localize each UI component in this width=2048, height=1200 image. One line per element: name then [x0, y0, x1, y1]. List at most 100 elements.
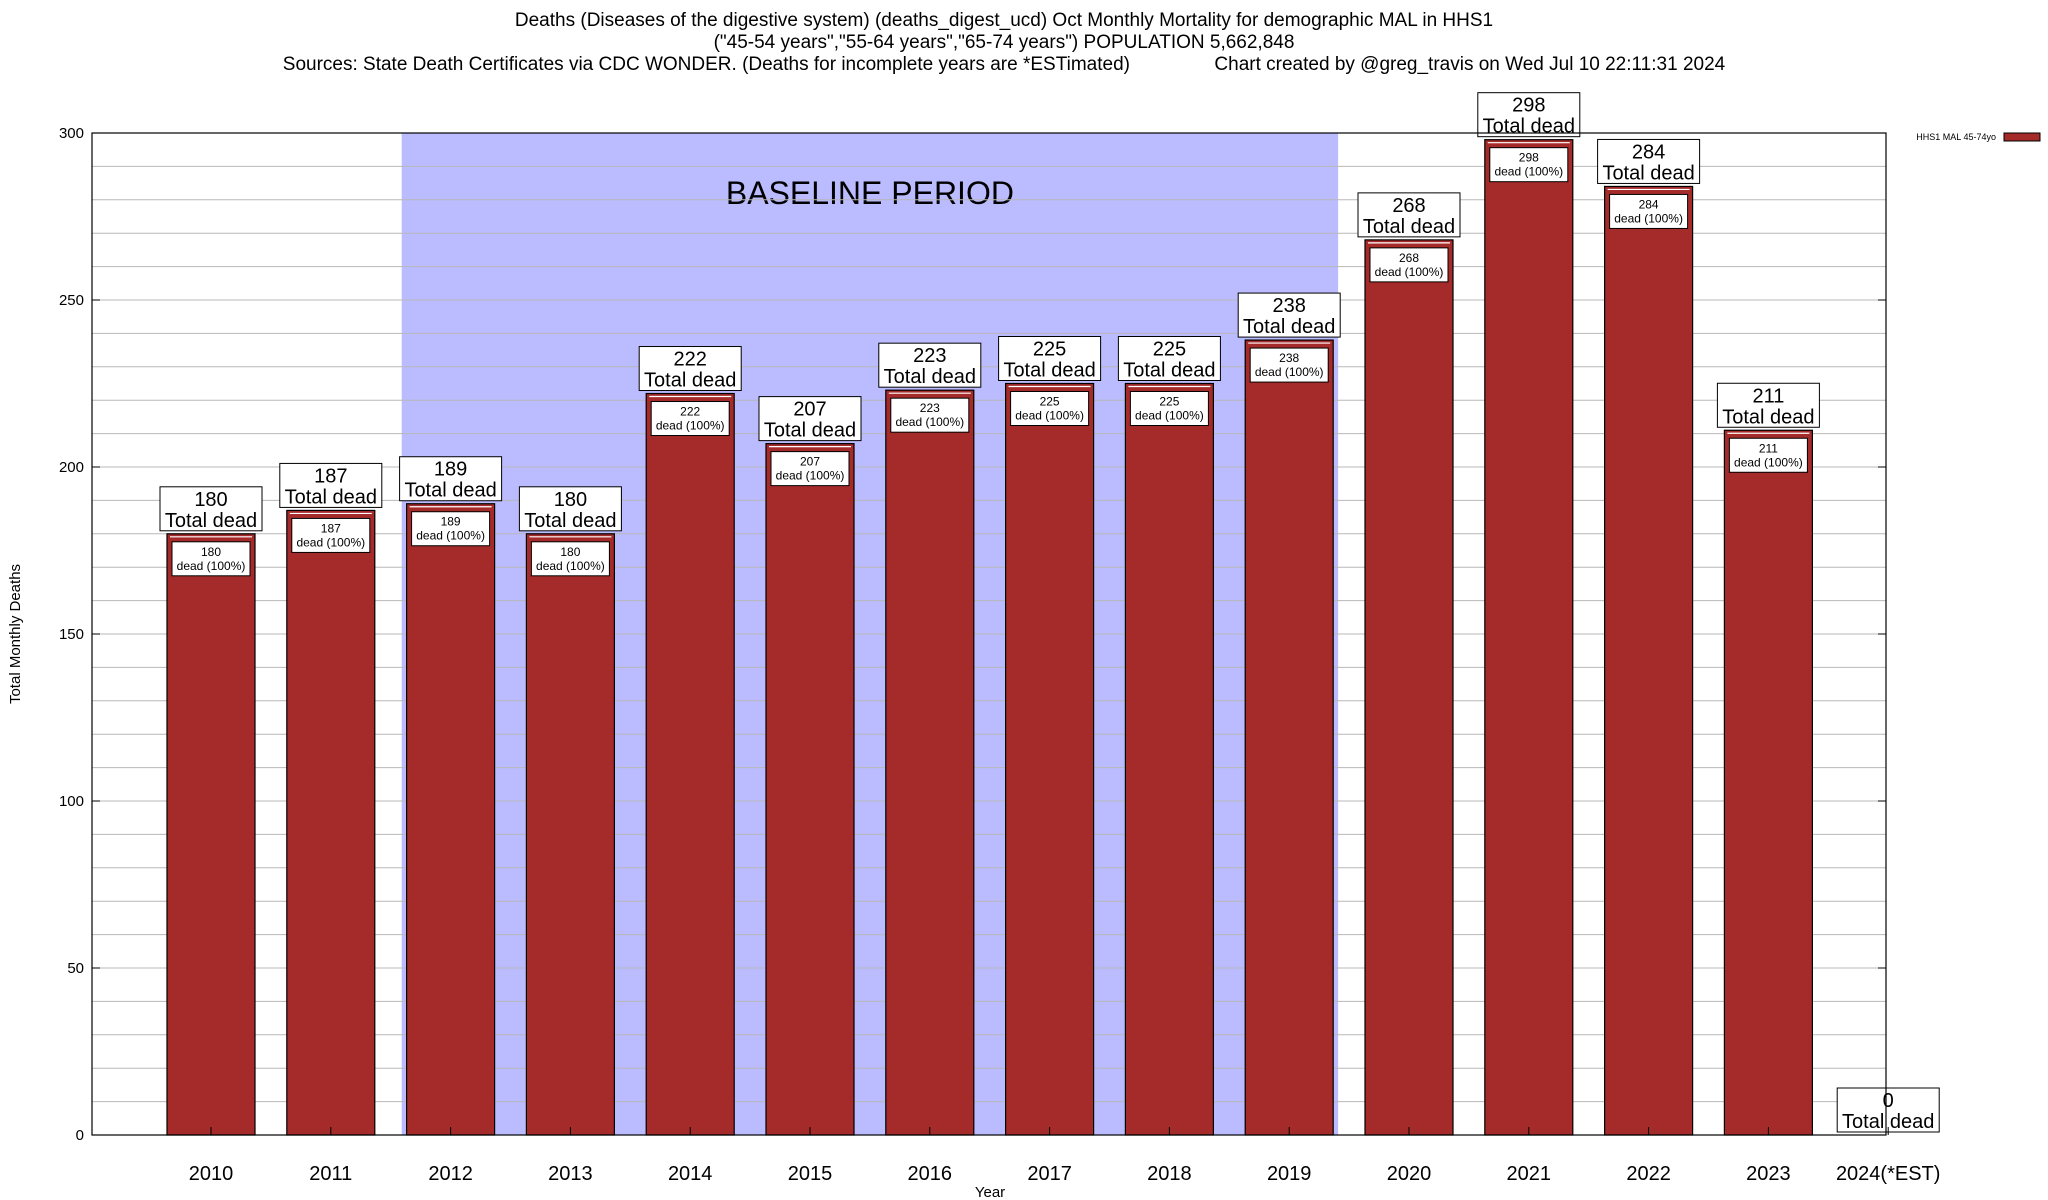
y-tick-label: 50 [67, 960, 84, 977]
total-label-text: Total dead [404, 480, 496, 502]
x-tick-label: 2023 [1746, 1163, 1791, 1185]
total-label-text: Total dead [524, 510, 616, 532]
gridlines [92, 165, 1886, 1103]
bar-2011 [286, 509, 376, 1136]
total-label-value: 207 [793, 399, 826, 421]
inner-label-text: dead (100%) [1135, 409, 1204, 423]
total-label-box [399, 456, 503, 502]
inner-label-text: dead (100%) [1614, 211, 1683, 225]
total-label-value: 238 [1273, 295, 1306, 317]
inner-label-box [1249, 347, 1329, 383]
y-tick-label: 100 [59, 793, 84, 810]
inner-label-value: 207 [800, 455, 820, 469]
total-label-text: Total dead [1842, 1111, 1934, 1133]
total-label-text: Total dead [1363, 216, 1455, 238]
total-label-box [1357, 192, 1461, 238]
inner-label-text: dead (100%) [1255, 365, 1324, 379]
inner-label-value: 180 [560, 545, 580, 559]
total-label-box [518, 486, 622, 532]
inner-label-value: 187 [321, 521, 341, 535]
bar-2022 [1603, 185, 1694, 1136]
inner-label-value: 298 [1519, 151, 1539, 165]
inner-label-box [411, 511, 491, 547]
inner-label-box [650, 401, 730, 437]
inner-label-text: dead (100%) [177, 559, 246, 573]
total-label-text: Total dead [1003, 360, 1095, 382]
y-tick-label: 0 [76, 1127, 84, 1144]
inner-label-text: dead (100%) [416, 529, 485, 543]
y-axis-label: Total Monthly Deaths [7, 564, 24, 704]
x-tick-label: 2016 [908, 1163, 953, 1185]
total-label-value: 298 [1512, 95, 1545, 117]
inner-label-text: dead (100%) [656, 419, 725, 433]
total-label-value: 180 [194, 489, 227, 511]
total-label-box [878, 342, 982, 388]
inner-label-text: dead (100%) [1494, 165, 1563, 179]
total-label-text: Total dead [1243, 316, 1335, 338]
y-tick-label: 200 [59, 459, 84, 476]
total-label-value: 222 [674, 349, 707, 371]
total-label-box [1237, 292, 1341, 338]
inner-label-text: dead (100%) [296, 535, 365, 549]
bar-2018 [1124, 382, 1215, 1136]
total-label-text: Total dead [1483, 116, 1575, 138]
total-label-value: 187 [314, 465, 347, 487]
x-tick-label: 2018 [1147, 1163, 1192, 1185]
inner-label-text: dead (100%) [1375, 265, 1444, 279]
x-tick-label: 2010 [189, 1163, 234, 1185]
x-tick-label: 2017 [1027, 1163, 1072, 1185]
total-label-value: 225 [1153, 339, 1186, 361]
x-tick-label: 2011 [309, 1163, 352, 1185]
total-label-box [1477, 92, 1581, 138]
total-label-value: 211 [1752, 385, 1784, 407]
total-label-text: Total dead [1722, 406, 1814, 428]
y-tick-label: 300 [59, 125, 84, 142]
x-tick-label: 2015 [788, 1163, 833, 1185]
inner-label-text: dead (100%) [776, 469, 845, 483]
x-tick-label: 2021 [1507, 1163, 1552, 1185]
x-tick-label: 2020 [1387, 1163, 1432, 1185]
bar-2016 [885, 389, 975, 1136]
bars [166, 139, 1814, 1136]
inner-label-value: 211 [1759, 441, 1778, 455]
inner-label-value: 238 [1279, 351, 1299, 365]
total-label-box [1716, 382, 1820, 428]
x-tick-label: 2012 [428, 1163, 473, 1185]
bar-2020 [1364, 239, 1454, 1136]
x-tick-label: 2013 [548, 1163, 593, 1185]
total-label-value: 223 [913, 345, 946, 367]
inner-label-value: 268 [1399, 251, 1419, 265]
inner-label-box [171, 541, 251, 577]
total-label-text: Total dead [1602, 162, 1694, 184]
legend-entry-label: HHS1 MAL 45-74yo [1916, 132, 1996, 142]
baseline-label: BASELINE PERIOD [726, 175, 1014, 211]
inner-label-box [1609, 193, 1689, 229]
bar-2021 [1484, 139, 1574, 1136]
inner-label-box [1489, 147, 1569, 183]
inner-label-box [530, 541, 610, 577]
total-label-box [1597, 138, 1701, 184]
total-label-box [1836, 1087, 1940, 1133]
x-tick-label: 2014 [668, 1163, 713, 1185]
total-label-box [638, 346, 742, 392]
total-label-text: Total dead [644, 370, 736, 392]
inner-label-box [1728, 437, 1808, 473]
bar-2014 [645, 392, 735, 1136]
total-label-value: 284 [1632, 141, 1665, 163]
inner-label-value: 222 [680, 405, 700, 419]
axes: 0 50 100 150 200 250 300 2010 2011 2012 2013 2014 20… [7, 125, 1940, 1200]
bar-2017 [1004, 382, 1095, 1136]
total-label-value: 189 [434, 459, 467, 481]
inner-label-value: 180 [201, 545, 221, 559]
x-tick-label: 2022 [1626, 1163, 1671, 1185]
title-line-3: Sources: State Death Certificates via CD… [283, 54, 1726, 75]
inner-label-text: dead (100%) [1734, 455, 1803, 469]
x-tick-label: 2019 [1267, 1163, 1312, 1185]
inner-label-text: dead (100%) [1015, 409, 1084, 423]
inner-label-value: 225 [1040, 395, 1060, 409]
total-label-box [998, 336, 1102, 381]
chart-title: Deaths (Diseases of the digestive system… [283, 10, 1726, 75]
total-label-box [279, 462, 383, 508]
